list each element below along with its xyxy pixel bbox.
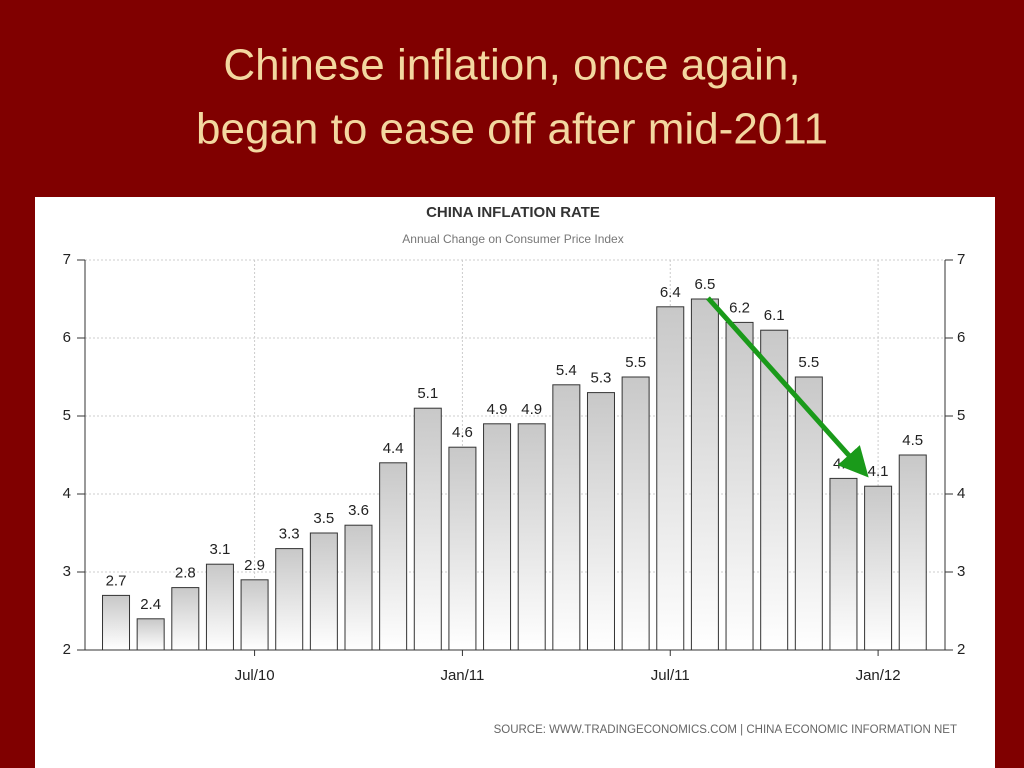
bar — [898, 454, 927, 651]
bar — [171, 587, 200, 651]
bar — [205, 563, 234, 651]
value-label: 5.4 — [556, 362, 577, 379]
bar — [483, 423, 512, 651]
x-tick-label: Jan/12 — [856, 667, 901, 684]
bar — [275, 548, 304, 651]
bar — [102, 594, 131, 651]
value-label: 6.5 — [694, 276, 715, 293]
y-tick-label: 6 — [63, 329, 71, 346]
y-tick-label: 2 — [63, 641, 71, 658]
bar — [344, 524, 373, 651]
bar — [690, 298, 719, 651]
value-label: 4.9 — [487, 401, 508, 418]
value-label: 5.5 — [625, 354, 646, 371]
value-label: 4.1 — [868, 463, 889, 480]
bar — [829, 477, 858, 651]
value-label: 3.1 — [210, 541, 231, 558]
bar — [448, 446, 477, 651]
bar — [552, 384, 581, 651]
value-label: 2.4 — [140, 596, 161, 613]
value-label: 6.2 — [729, 299, 750, 316]
value-label: 3.3 — [279, 526, 300, 543]
bar — [864, 485, 893, 651]
value-label: 4.4 — [383, 440, 404, 457]
value-label: 4.5 — [902, 432, 923, 449]
value-label: 6.4 — [660, 284, 681, 301]
value-label: 5.3 — [591, 370, 612, 387]
value-label: 4.6 — [452, 424, 473, 441]
x-tick-label: Jul/10 — [235, 667, 275, 684]
y2-tick-label: 4 — [957, 485, 965, 502]
bar — [760, 329, 789, 651]
y2-tick-label: 7 — [957, 251, 965, 268]
x-tick-label: Jul/11 — [651, 667, 690, 684]
bar — [379, 462, 408, 651]
slide-title: began to ease off after mid-2011 — [196, 105, 828, 154]
y2-tick-label: 6 — [957, 329, 965, 346]
bar — [136, 618, 165, 651]
value-label: 6.1 — [764, 307, 785, 324]
chart-subtitle: Annual Change on Consumer Price Index — [402, 232, 623, 246]
chart-title: CHINA INFLATION RATE — [426, 204, 600, 221]
y-tick-label: 3 — [63, 563, 71, 580]
y-tick-label: 7 — [63, 251, 71, 268]
bar — [586, 392, 615, 651]
source: SOURCE: WWW.TRADINGECONOMICS.COM | CHINA… — [494, 724, 957, 736]
bar — [656, 306, 685, 651]
bar — [517, 423, 546, 651]
y-tick-label: 4 — [63, 485, 71, 502]
value-label: 4.9 — [521, 401, 542, 418]
y2-tick-label: 3 — [957, 563, 965, 580]
y-tick-label: 5 — [63, 407, 71, 424]
value-label: 2.7 — [106, 572, 127, 589]
bar — [240, 579, 269, 651]
value-label: 3.5 — [313, 510, 334, 527]
value-label: 5.1 — [417, 385, 438, 402]
slide-title: Chinese inflation, once again, — [223, 41, 800, 90]
value-label: 5.5 — [798, 354, 819, 371]
value-label: 3.6 — [348, 502, 369, 519]
bar — [725, 321, 754, 651]
bar — [309, 532, 338, 651]
arrow — [706, 296, 869, 478]
bar — [621, 376, 650, 651]
x-tick-label: Jan/11 — [440, 667, 484, 684]
bar — [413, 407, 442, 651]
value-label: 2.9 — [244, 557, 265, 574]
y2-tick-label: 5 — [957, 407, 965, 424]
y2-tick-label: 2 — [957, 641, 965, 658]
value-label: 2.8 — [175, 565, 196, 582]
